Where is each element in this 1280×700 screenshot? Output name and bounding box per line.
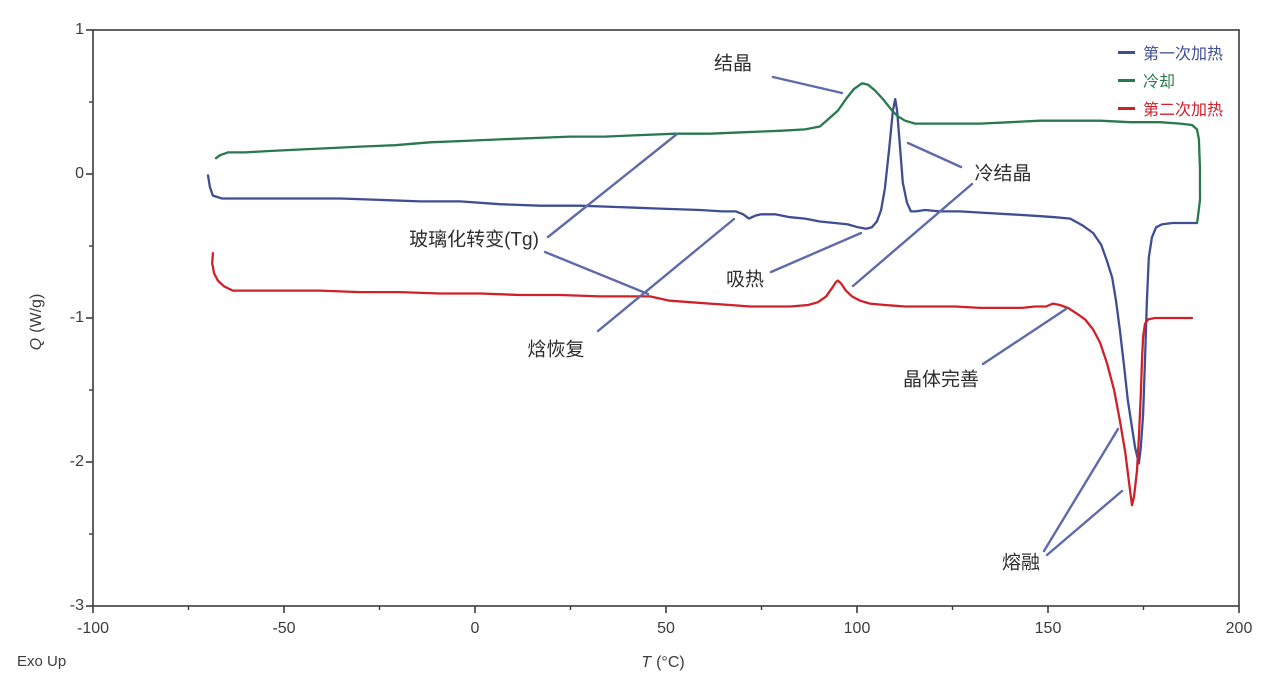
x-tick-label: -100 bbox=[76, 620, 110, 637]
glass-transition-pointer-line bbox=[546, 132, 679, 239]
endotherm-label: 吸热 bbox=[725, 269, 765, 291]
melting-label: 熔融 bbox=[1001, 552, 1041, 574]
plot-border bbox=[92, 29, 1240, 607]
legend-item-cooling: 冷却 bbox=[1118, 66, 1223, 94]
legend-item-second-heating: 第二次加热 bbox=[1118, 94, 1223, 122]
cold-crystallization-pointer-line bbox=[906, 141, 963, 169]
x-tick-label: 50 bbox=[657, 620, 675, 637]
crystal-perfection-pointer-line bbox=[981, 307, 1068, 366]
legend-label-first-heating: 第一次加热 bbox=[1143, 46, 1224, 63]
y-tick-label: 1 bbox=[75, 21, 84, 38]
x-axis-unit: (°C) bbox=[656, 654, 685, 671]
enthalpy-recovery-label: 焓恢复 bbox=[527, 339, 585, 361]
crystallization-label: 结晶 bbox=[713, 53, 753, 75]
x-tick-label: 100 bbox=[843, 620, 871, 637]
x-tick-label: 0 bbox=[470, 620, 480, 637]
crystallization-pointer-line bbox=[771, 75, 844, 95]
x-axis-symbol: T bbox=[641, 654, 652, 671]
legend-swatch-second-heating bbox=[1118, 106, 1135, 110]
cold-crystallization-label: 冷结晶 bbox=[974, 163, 1032, 185]
x-tick-label: 200 bbox=[1225, 620, 1253, 637]
legend-label-cooling: 冷却 bbox=[1143, 74, 1176, 91]
y-tick-label: -3 bbox=[69, 597, 84, 614]
melting-pointer-line bbox=[1042, 427, 1120, 553]
legend-swatch-cooling bbox=[1118, 78, 1135, 82]
y-tick-label: 0 bbox=[75, 165, 84, 182]
y-tick-label: -1 bbox=[69, 309, 84, 326]
x-axis-title: T (°C) bbox=[641, 654, 684, 672]
y-tick-label: -2 bbox=[69, 453, 84, 470]
legend: 第一次加热冷却第二次加热 bbox=[1118, 38, 1223, 122]
melting-pointer-line bbox=[1045, 489, 1124, 557]
enthalpy-recovery-pointer-line bbox=[596, 217, 736, 333]
x-tick-label: -50 bbox=[272, 620, 296, 637]
endotherm-pointer-line bbox=[769, 231, 863, 274]
crystal-perfection-label: 晶体完善 bbox=[902, 369, 980, 391]
cold-crystallization-pointer-line bbox=[851, 182, 974, 288]
glass-transition-label: 玻璃化转变(Tg) bbox=[409, 229, 539, 251]
exo-up-label: Exo Up bbox=[17, 653, 67, 670]
second-heating-curve bbox=[211, 252, 1194, 507]
cooling-curve bbox=[214, 82, 1202, 225]
glass-transition-pointer-line bbox=[543, 250, 650, 296]
y-axis-symbol: Q bbox=[28, 337, 45, 351]
y-axis-title: Q (W/g) bbox=[28, 294, 46, 351]
y-axis-unit: (W/g) bbox=[28, 293, 45, 333]
first-heating-curve bbox=[206, 97, 1199, 465]
x-tick-label: 150 bbox=[1034, 620, 1062, 637]
legend-swatch-first-heating bbox=[1118, 50, 1135, 54]
legend-label-second-heating: 第二次加热 bbox=[1143, 102, 1224, 119]
legend-item-first-heating: 第一次加热 bbox=[1118, 38, 1223, 66]
